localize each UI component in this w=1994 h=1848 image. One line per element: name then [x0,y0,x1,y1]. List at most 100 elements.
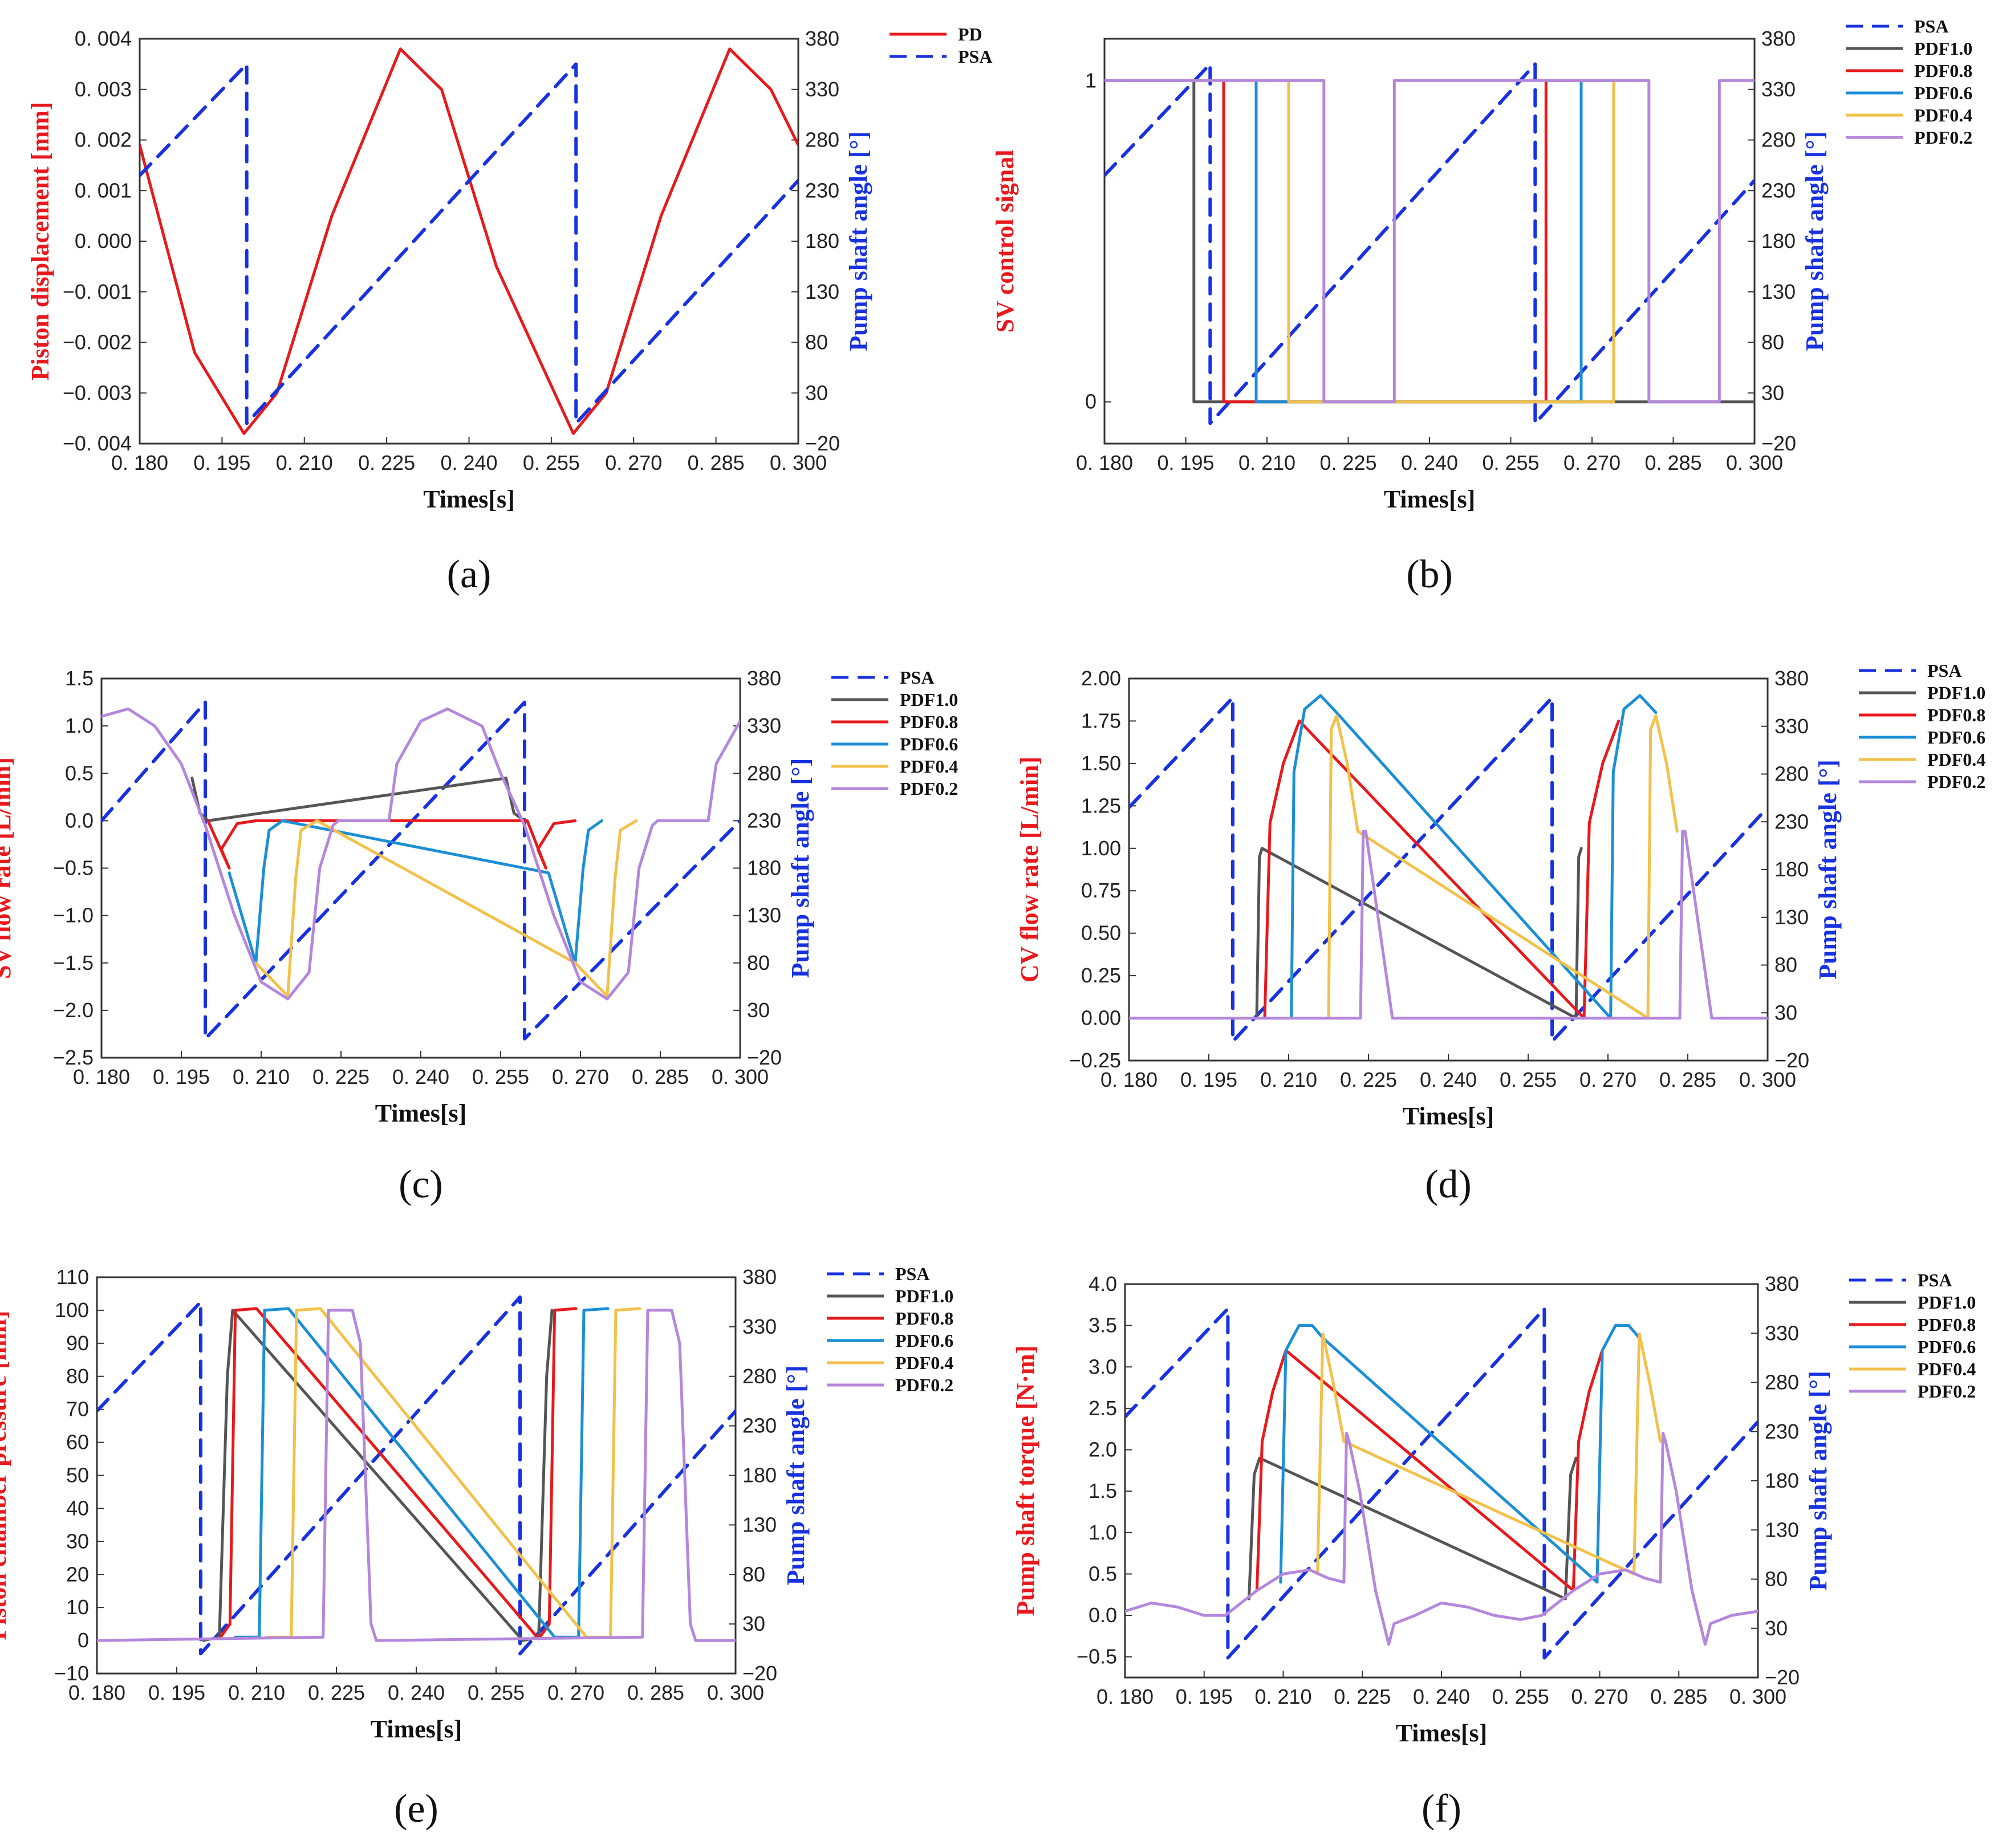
y-axis-label: Piston chamber pressure [mm] [0,1310,11,1640]
series-psa [140,62,798,425]
x-tick-label: 0. 300 [712,1065,769,1089]
y-tick-label: 10 [66,1595,89,1619]
y2-tick-label: −20 [1765,1666,1800,1689]
legend-label: PSA [1914,16,1948,36]
plot-frame-b [1103,38,1756,445]
series-group-c [101,700,740,1041]
y2-axis-label: Pump shaft angle [°] [782,1366,810,1586]
x-tick-label: 0. 225 [1340,1068,1397,1091]
series-pdf0-6 [228,819,603,965]
series-psa [97,1295,736,1656]
legend-label: PSA [958,46,992,67]
y2-tick-label: 180 [1774,858,1809,881]
panel-caption: (b) [1406,553,1453,596]
x-tick-label: 0. 255 [468,1681,525,1704]
y2-tick-label: 180 [742,1464,777,1487]
y2-tick-label: 30 [742,1612,765,1635]
series-pdf0-4 [1316,1332,1662,1575]
y2-tick-label: 380 [742,1265,777,1289]
x-axis-label: Times[s] [423,485,515,513]
y2-tick-label: −20 [747,1046,782,1069]
x-tick-label: 0. 285 [1659,1068,1716,1091]
series-pdf0-4 [254,819,638,998]
panel-caption: (d) [1425,1163,1472,1207]
legend-label: PSA [900,667,934,688]
chart-c: 0. 180 0. 195 0. 210 0. 225 0. 240 0. 255 0. 2… [0,667,958,1207]
y-axis-label: SV flow rate [L/min] [0,757,16,979]
y-tick-label: 0.50 [1081,921,1121,945]
y2-tick-label: 330 [805,78,839,101]
series-pdf0-4 [266,1307,641,1639]
x-tick-label: 0. 270 [1579,1068,1636,1091]
y-tick-label: −0.5 [53,856,94,880]
x-axis-label: Times[s] [1396,1719,1488,1747]
x-tick-label: 0. 225 [312,1065,369,1089]
legend-label: PSA [1927,660,1961,681]
series-pdf0-8 [218,1307,578,1640]
x-tick-label: 0. 180 [1100,1068,1158,1091]
x-tick-label: 0. 285 [627,1681,684,1704]
y-tick-label: 0. 003 [75,78,132,101]
x-tick-label: 0. 195 [193,451,250,474]
y-tick-label: −1.0 [53,904,94,927]
legend-label: PDF0.6 [1914,83,1972,103]
x-tick-label: 0. 240 [1413,1685,1470,1708]
x-axis-label: Times[s] [1384,485,1476,513]
y2-tick-label: 130 [1765,1518,1799,1541]
y-tick-label: 40 [66,1496,89,1520]
legend-label: PDF1.0 [895,1286,953,1306]
y2-tick-label: 30 [1761,381,1784,404]
x-tick-label: 0. 225 [1334,1685,1391,1708]
x-tick-label: 0. 240 [440,451,497,474]
y2-tick-label: 30 [805,381,828,404]
y2-tick-label: 30 [747,998,770,1022]
y-axis-label: Piston displacement [mm] [26,102,54,381]
y-tick-label: 1.5 [1089,1479,1117,1502]
y2-tick-label: 380 [747,667,781,690]
series-pdf0-2 [101,707,740,1001]
x-tick-label: 0. 255 [1492,1685,1549,1708]
plot-frame-e [96,1276,737,1675]
panel-caption: (e) [394,1787,438,1831]
legend-label: PDF0.2 [900,778,958,799]
x-axis-label: Times[s] [1403,1102,1495,1130]
panel-caption: (c) [399,1163,443,1207]
plot-frame-c [100,677,741,1059]
y2-tick-label: 80 [742,1562,765,1586]
legend-label: PDF0.6 [1927,727,1985,748]
legend-label: PDF0.2 [895,1375,953,1395]
legend-label: PDF0.4 [1918,1359,1976,1379]
series-group-a [140,47,798,435]
chart-f: 0. 180 0. 195 0. 210 0. 225 0. 240 0. 255 0. 2… [1012,1270,1976,1831]
plot-frame-d [1128,677,1769,1062]
legend-label: PDF0.8 [1918,1314,1976,1335]
y2-axis-label: Pump shaft angle [°] [1804,1371,1832,1591]
series-pdf1-0 [190,777,526,822]
x-tick-label: 0. 240 [1420,1068,1477,1091]
legend-label: PDF0.6 [895,1330,953,1351]
y-tick-label: −0. 004 [63,432,132,455]
series-pdf0-2 [1125,1432,1758,1646]
y2-tick-label: 280 [805,128,839,152]
y2-tick-label: 130 [742,1513,777,1536]
x-tick-label: 0. 180 [68,1681,125,1704]
legend-label: PDF0.8 [1914,60,1972,81]
series-group-e [97,1295,736,1656]
panel-caption: (a) [447,553,492,596]
y-tick-label: −2.5 [53,1046,94,1069]
x-tick-label: 0. 255 [1482,451,1539,474]
y-tick-label: 2.5 [1089,1396,1117,1420]
x-tick-label: 0. 240 [1401,451,1458,474]
y2-tick-label: 180 [805,229,839,253]
legend-label: PDF0.4 [1914,105,1972,125]
series-pdf0-6 [1290,694,1658,1020]
series-pdf0-6 [1254,79,1618,404]
legend-label: PDF0.8 [895,1308,953,1329]
x-tick-label: 0. 285 [632,1065,689,1089]
y2-tick-label: 280 [747,761,781,785]
x-tick-label: 0. 210 [228,1681,285,1704]
y2-tick-label: 330 [1774,714,1809,738]
chart-a: 0. 180 0. 195 0. 210 0. 225 0. 240 0. 255 0. 2… [26,24,992,596]
y2-tick-label: 180 [1765,1469,1799,1492]
x-tick-label: 0. 195 [153,1065,210,1089]
